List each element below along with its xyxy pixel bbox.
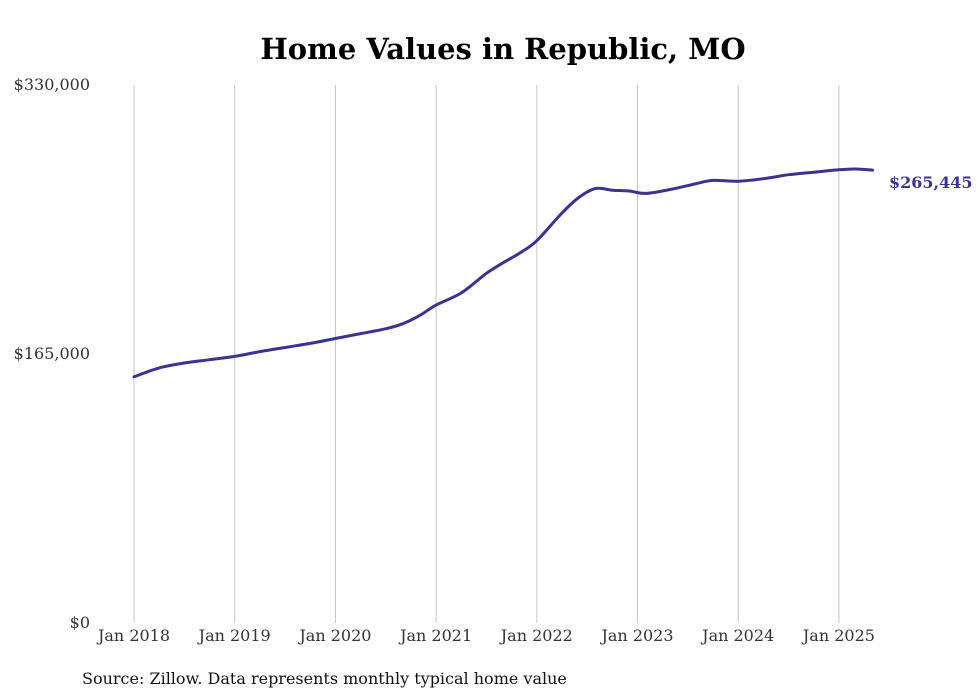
y-axis-ticks: $0 $165,000 $330,000 (14, 75, 90, 632)
chart-title: Home Values in Republic, MO (260, 32, 745, 66)
gridlines (133, 85, 840, 623)
x-tick-label: Jan 2018 (96, 626, 170, 645)
source-note: Source: Zillow. Data represents monthly … (82, 669, 567, 688)
y-tick-label: $330,000 (14, 75, 90, 94)
x-tick-label: Jan 2020 (297, 626, 371, 645)
x-tick-label: Jan 2021 (398, 626, 472, 645)
x-tick-label: Jan 2023 (599, 626, 673, 645)
x-tick-label: Jan 2022 (499, 626, 573, 645)
x-tick-label: Jan 2024 (700, 626, 774, 645)
y-tick-label: $165,000 (14, 344, 90, 363)
x-tick-label: Jan 2025 (801, 626, 875, 645)
latest-value-label: $265,445 (889, 173, 973, 192)
home-value-series-line (132, 167, 874, 379)
x-tick-label: Jan 2019 (197, 626, 271, 645)
x-axis-ticks: Jan 2018 Jan 2019 Jan 2020 Jan 2021 Jan 2022… (96, 626, 875, 645)
y-tick-label: $0 (70, 613, 90, 632)
